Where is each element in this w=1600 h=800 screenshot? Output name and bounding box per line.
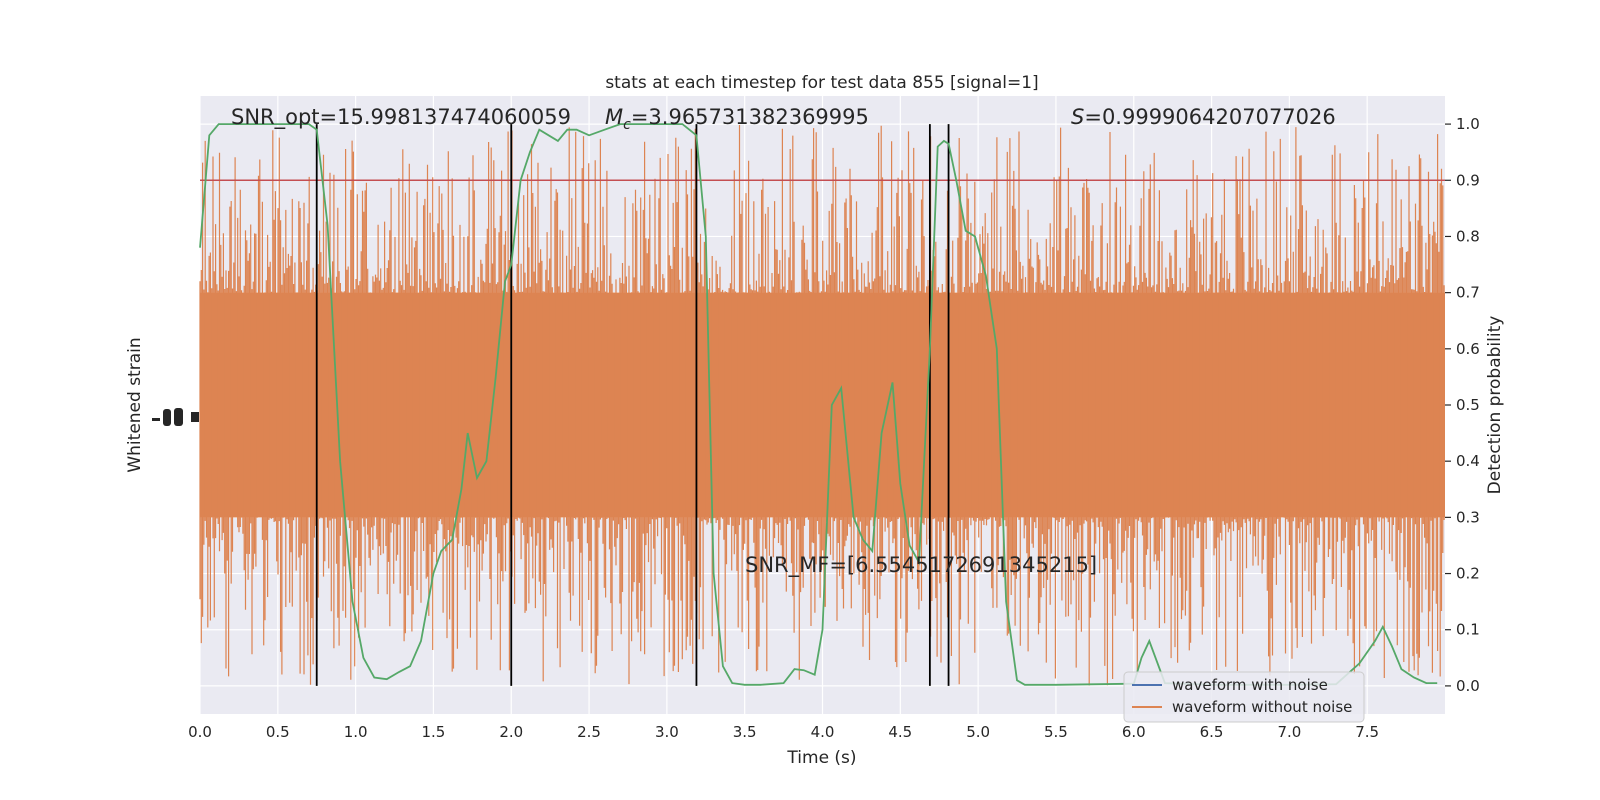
y-tick-label: 0.4 (1456, 452, 1480, 470)
x-tick-label: 1.5 (422, 723, 446, 741)
x-ticks: 0.0 0.5 1.0 1.5 2.0 2.5 3.0 3.5 4.0 4.5 5.0 5.5 6.0 6… (188, 723, 1379, 741)
snr-mf-annotation: SNR_MF=[6.554517269134521​5] (745, 553, 1097, 578)
legend-box (1123, 671, 1365, 723)
vertical-markers (315, 124, 950, 686)
legend-label-with-noise: waveform with noise (1172, 676, 1328, 694)
x-tick-label: 5.0 (966, 723, 990, 741)
x-tick-label: 2.0 (499, 723, 523, 741)
y-tick-label: 0.3 (1456, 508, 1480, 526)
y-tick-label: 1.0 (1456, 115, 1480, 133)
y-tick-label: 0.5 (1456, 396, 1480, 414)
x-tick-label: 2.5 (577, 723, 601, 741)
y-tick-label: 0.6 (1456, 340, 1480, 358)
chart-title: stats at each timestep for test data 855… (605, 73, 1038, 93)
x-tick-label: 7.0 (1277, 723, 1301, 741)
x-tick-label: 0.0 (188, 723, 212, 741)
waveform-without-noise-series (199, 125, 1445, 686)
y-ticks-right: 0.0 0.1 0.2 0.3 0.4 0.5 0.6 0.7 0.8 0.9 1.0 (1445, 115, 1480, 695)
y-tick-label: 0.0 (1456, 677, 1480, 695)
x-tick-label: 1.0 (344, 723, 368, 741)
x-tick-label: 4.5 (888, 723, 912, 741)
y-tick-label: 0.9 (1456, 171, 1480, 189)
y-tick-label: 0.1 (1456, 621, 1480, 639)
x-tick-label: 7.5 (1355, 723, 1379, 741)
left-axis-tick-cluster (152, 408, 199, 426)
s-annotation: S=0.9999064207077026 (1071, 105, 1336, 129)
mc-annotation: Mc=3.965731382369995 (605, 105, 869, 133)
x-tick-label: 4.0 (811, 723, 835, 741)
y-tick-label: 0.7 (1456, 284, 1480, 302)
x-tick-label: 6.0 (1122, 723, 1146, 741)
x-tick-label: 3.5 (733, 723, 757, 741)
x-tick-label: 3.0 (655, 723, 679, 741)
legend: waveform with noise waveform without noi… (1123, 671, 1365, 723)
legend-label-without-noise: waveform without noise (1172, 698, 1352, 716)
x-axis-label: Time (s) (786, 748, 856, 768)
x-tick-label: 6.5 (1200, 723, 1224, 741)
y-tick-label: 0.2 (1456, 565, 1480, 583)
y-axis-label-right: Detection probability (1485, 316, 1505, 495)
y-tick-label: 0.8 (1456, 227, 1480, 245)
x-tick-label: 5.5 (1044, 723, 1068, 741)
x-tick-label: 0.5 (266, 723, 290, 741)
detection-probability-line (199, 123, 1438, 686)
y-axis-label-left: Whitened strain (125, 337, 145, 472)
snr-opt-annotation: SNR_opt=15.998137474060059 (231, 105, 571, 130)
